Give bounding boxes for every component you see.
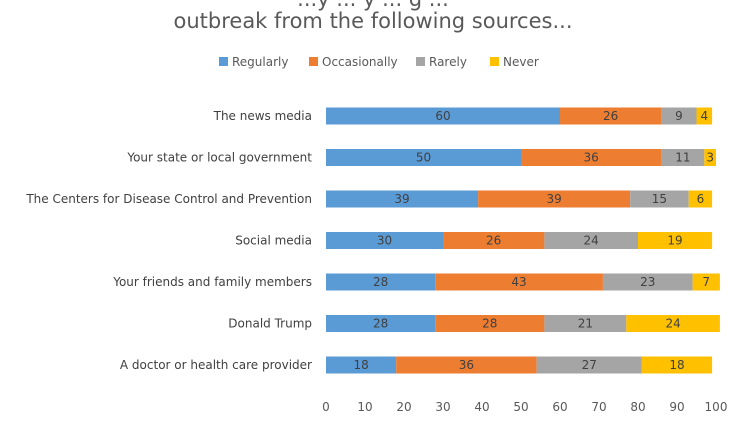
data-label-rarely: 21 bbox=[578, 317, 593, 331]
data-label-never: 24 bbox=[665, 317, 680, 331]
bar-rarely bbox=[602, 273, 693, 291]
bar-never bbox=[696, 107, 713, 125]
bar-regularly bbox=[326, 356, 397, 374]
data-label-never: 6 bbox=[697, 192, 705, 206]
x-tick-label: 10 bbox=[357, 400, 372, 414]
bar-rarely bbox=[630, 190, 689, 208]
bar-regularly bbox=[326, 149, 521, 166]
bar-rarely bbox=[544, 315, 627, 332]
data-label-occasionally: 39 bbox=[547, 192, 562, 206]
data-label-never: 4 bbox=[700, 109, 708, 123]
x-axis: 0 10 20 30 40 50 60 70 80 90 100 bbox=[322, 400, 727, 414]
data-label-rarely: 9 bbox=[675, 109, 683, 123]
bar-regularly bbox=[326, 107, 560, 125]
bar-regularly bbox=[326, 273, 436, 291]
chart-title-line-2: outbreak from the following sources... bbox=[174, 9, 573, 33]
bar-rarely bbox=[661, 149, 705, 166]
bar-rarely bbox=[661, 107, 697, 125]
bar-never bbox=[638, 232, 713, 249]
data-label-regularly: 39 bbox=[394, 192, 409, 206]
x-tick-label: 20 bbox=[396, 400, 411, 414]
bar-occasionally bbox=[435, 273, 603, 291]
bar-never bbox=[626, 315, 720, 332]
bar-occasionally bbox=[443, 232, 545, 249]
bar-regularly bbox=[326, 315, 436, 332]
legend: Regularly Occasionally Rarely Never bbox=[219, 55, 539, 69]
category-label: A doctor or health care provider bbox=[120, 358, 312, 372]
category-label: Your friends and family members bbox=[112, 275, 312, 289]
x-tick-label: 50 bbox=[513, 400, 528, 414]
x-tick-label: 90 bbox=[669, 400, 684, 414]
category-label: Social media bbox=[235, 234, 312, 248]
legend-label-regularly: Regularly bbox=[232, 55, 288, 69]
x-tick-label: 70 bbox=[591, 400, 606, 414]
category-labels: The news media Your state or local govern… bbox=[25, 109, 312, 372]
x-tick-label: 100 bbox=[705, 400, 728, 414]
data-label-occasionally: 26 bbox=[603, 109, 618, 123]
x-tick-label: 0 bbox=[322, 400, 330, 414]
x-tick-label: 30 bbox=[435, 400, 450, 414]
data-label-regularly: 30 bbox=[377, 234, 392, 248]
data-label-occasionally: 28 bbox=[482, 317, 497, 331]
bar-occasionally bbox=[560, 107, 662, 125]
bar-occasionally bbox=[435, 315, 545, 332]
data-label-occasionally: 36 bbox=[459, 358, 474, 372]
data-label-never: 7 bbox=[702, 275, 710, 289]
bar-regularly bbox=[326, 232, 443, 249]
bar-never bbox=[688, 190, 713, 208]
data-label-regularly: 50 bbox=[416, 151, 431, 165]
data-label-rarely: 11 bbox=[675, 151, 690, 165]
data-label-rarely: 24 bbox=[584, 234, 599, 248]
data-label-rarely: 15 bbox=[652, 192, 667, 206]
legend-swatch-never bbox=[490, 57, 499, 66]
data-label-regularly: 18 bbox=[353, 358, 368, 372]
data-label-occasionally: 26 bbox=[486, 234, 501, 248]
category-label: The Centers for Disease Control and Prev… bbox=[25, 192, 312, 206]
data-label-never: 19 bbox=[667, 234, 682, 248]
data-label-rarely: 23 bbox=[640, 275, 655, 289]
bar-never bbox=[704, 149, 716, 166]
legend-swatch-rarely bbox=[416, 57, 425, 66]
bar-occasionally bbox=[521, 149, 662, 166]
bar-occasionally bbox=[396, 356, 537, 374]
legend-swatch-occasionally bbox=[309, 57, 318, 66]
bar-never bbox=[692, 273, 720, 291]
bar-rarely bbox=[544, 232, 638, 249]
x-tick-label: 60 bbox=[552, 400, 567, 414]
legend-label-rarely: Rarely bbox=[429, 55, 467, 69]
data-label-never: 3 bbox=[706, 151, 714, 165]
bar-rarely bbox=[536, 356, 642, 374]
data-label-occasionally: 36 bbox=[584, 151, 599, 165]
bar-regularly bbox=[326, 190, 479, 208]
legend-swatch-regularly bbox=[219, 57, 228, 66]
bar-occasionally bbox=[478, 190, 631, 208]
legend-label-never: Never bbox=[503, 55, 539, 69]
x-tick-label: 80 bbox=[630, 400, 645, 414]
data-label-rarely: 27 bbox=[582, 358, 597, 372]
data-label-regularly: 28 bbox=[373, 275, 388, 289]
chart-title-line-1: ...y ... y ... g ... bbox=[297, 0, 449, 11]
data-label-never: 18 bbox=[669, 358, 684, 372]
bars: 60 26 9 4 50 36 11 3 39 39 15 6 30 26 24 19 28 43 23 7 28 28 2… bbox=[326, 107, 720, 374]
legend-label-occasionally: Occasionally bbox=[322, 55, 398, 69]
x-tick-label: 40 bbox=[474, 400, 489, 414]
category-label: Donald Trump bbox=[228, 317, 312, 331]
data-label-regularly: 60 bbox=[435, 109, 450, 123]
data-label-occasionally: 43 bbox=[511, 275, 526, 289]
category-label: The news media bbox=[213, 109, 312, 123]
category-label: Your state or local government bbox=[126, 151, 312, 165]
bar-never bbox=[641, 356, 713, 374]
data-label-regularly: 28 bbox=[373, 317, 388, 331]
